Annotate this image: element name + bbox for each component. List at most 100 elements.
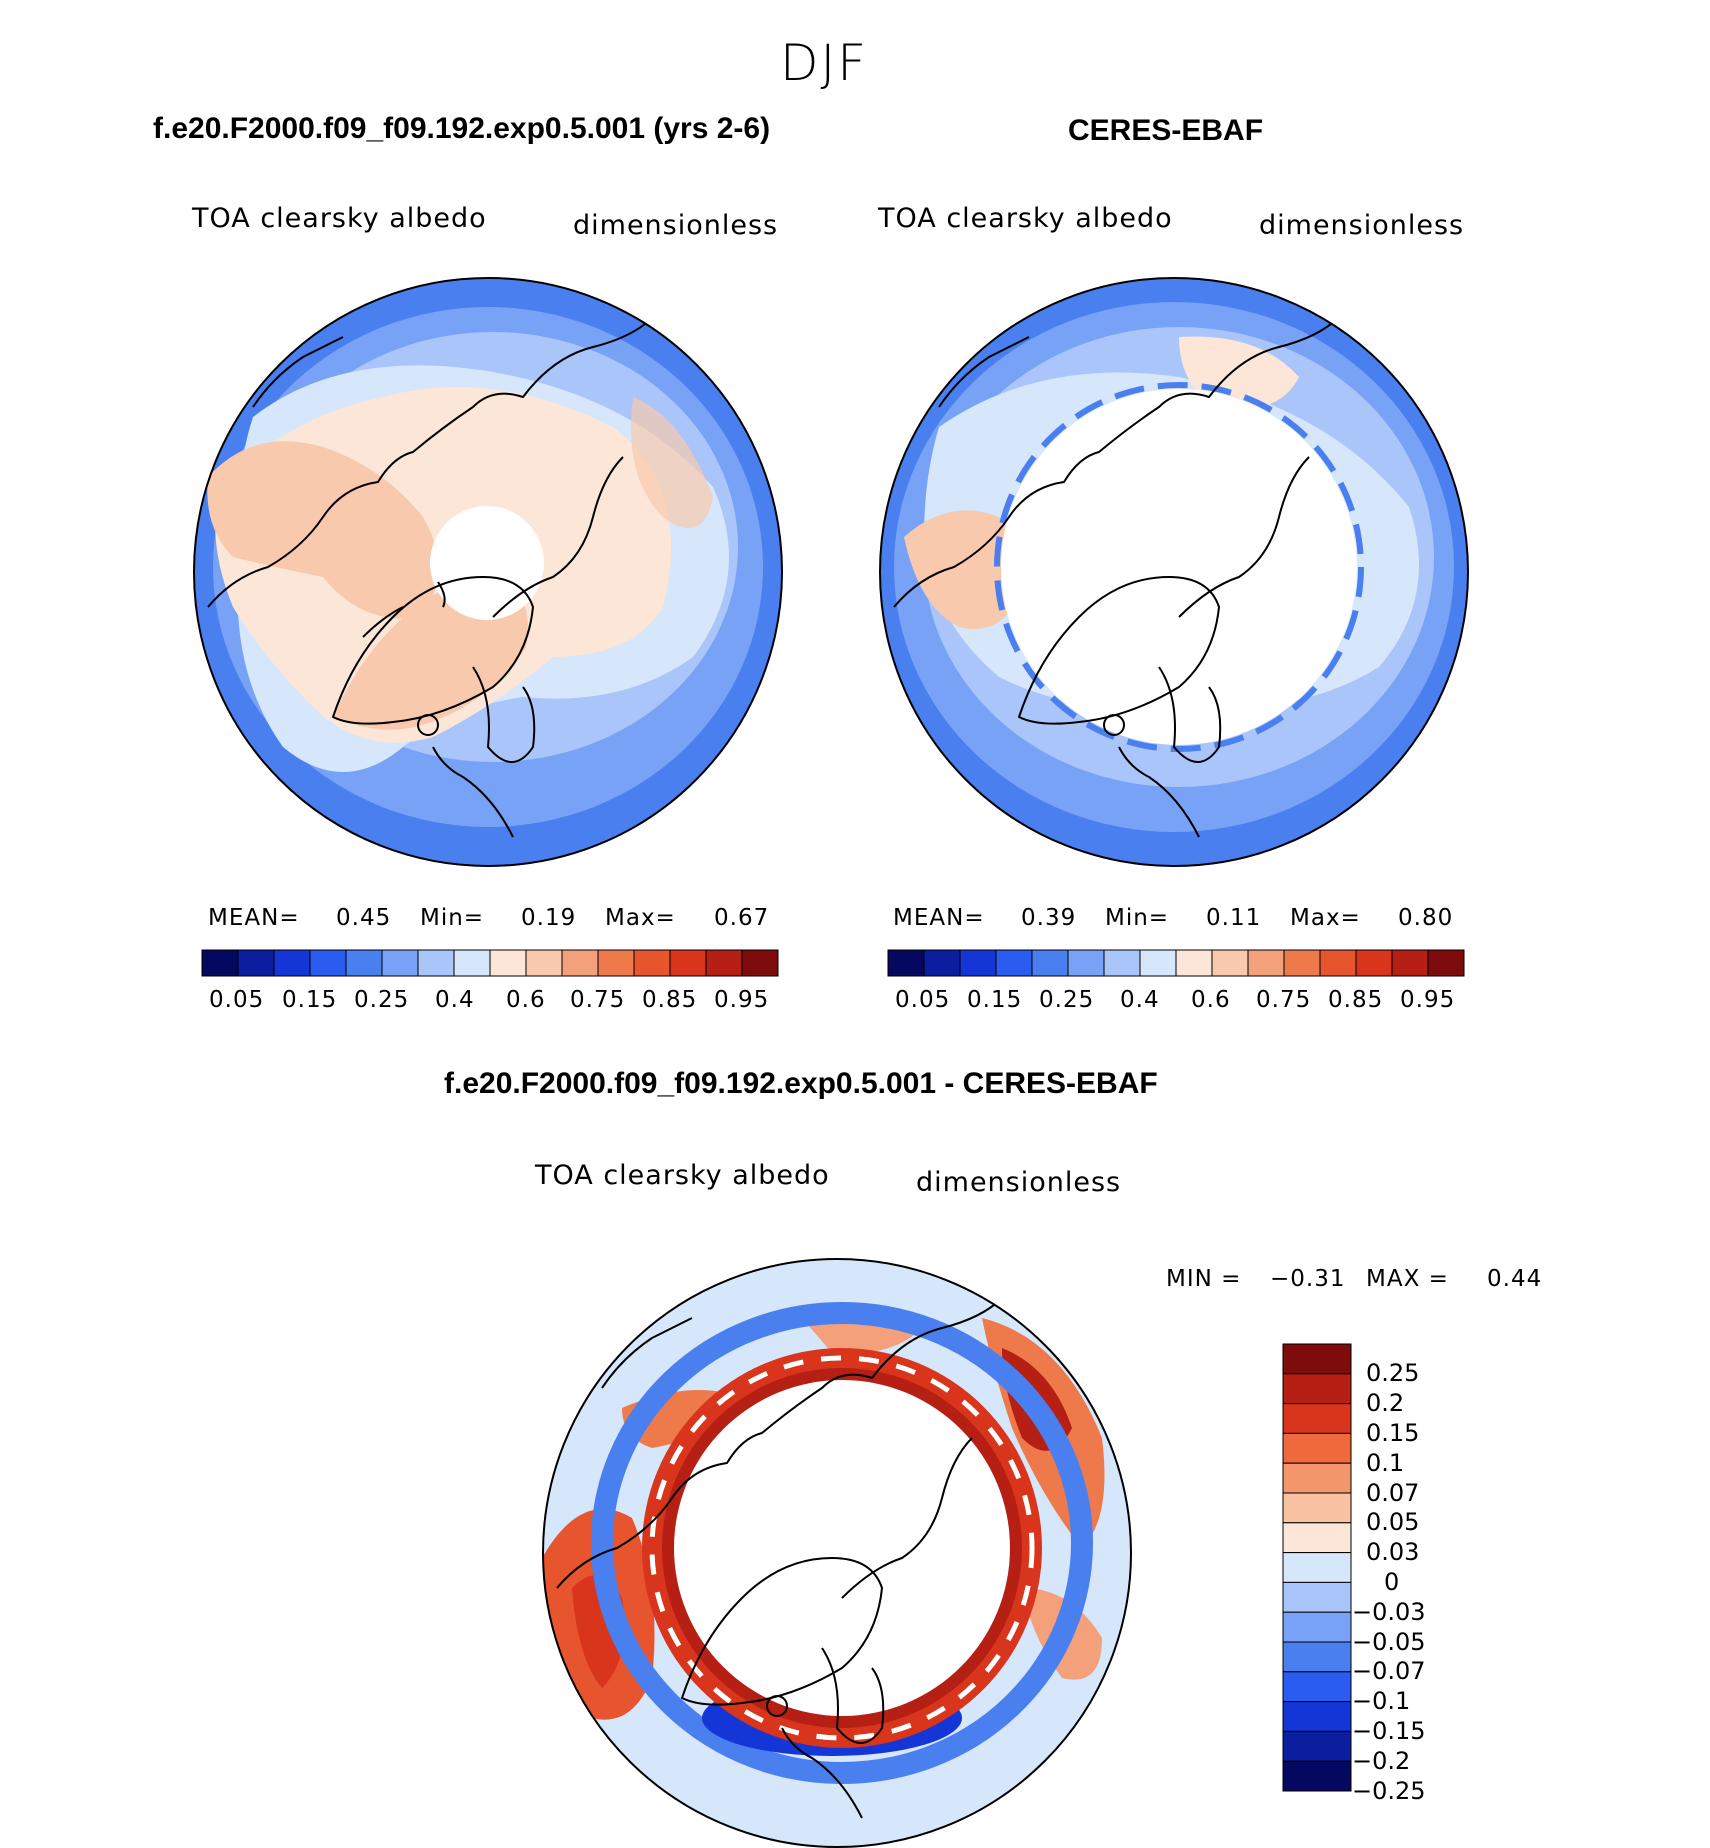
diff-colorbar-tick: 0.2	[1366, 1389, 1405, 1417]
panel2-mean-label: MEAN=	[893, 905, 985, 931]
colorbar-swatch	[1067, 949, 1105, 977]
colorbar-swatch	[1283, 949, 1321, 977]
diff-colorbar-tick: 0.1	[1366, 1449, 1405, 1477]
panel2-mean-value: 0.39	[1021, 905, 1077, 931]
panel2-colorbar-tick: 0.15	[967, 987, 1023, 1013]
panel2-title: CERES-EBAF	[1068, 114, 1264, 147]
colorbar-swatch	[1355, 949, 1393, 977]
panel1-min-label: Min=	[420, 905, 485, 931]
colorbar-swatch	[1247, 949, 1285, 977]
season-title: DJF	[780, 34, 869, 92]
panel1-colorbar-tick: 0.85	[642, 987, 698, 1013]
panel1-mean-label: MEAN=	[208, 905, 300, 931]
colorbar-swatch	[1282, 1581, 1352, 1613]
diff-colorbar-tick: 0.15	[1366, 1419, 1420, 1447]
colorbar-swatch	[1282, 1552, 1352, 1583]
colorbar-swatch	[201, 949, 239, 977]
colorbar-swatch	[923, 949, 961, 977]
colorbar-swatch	[273, 949, 311, 977]
diff-colorbar-tick: 0.05	[1366, 1508, 1420, 1536]
colorbar-swatch	[1319, 949, 1357, 977]
panel1-units-label: dimensionless	[573, 210, 779, 241]
panel2-colorbar-tick: 0.75	[1256, 987, 1312, 1013]
colorbar-swatch	[1175, 949, 1213, 977]
colorbar-swatch	[1282, 1492, 1352, 1524]
colorbar-swatch	[887, 949, 925, 977]
diff-colorbar-tick: −0.1	[1352, 1687, 1411, 1715]
colorbar-swatch	[1282, 1432, 1352, 1464]
panel1-variable-label: TOA clearsky albedo	[192, 203, 487, 234]
diff-variable-label: TOA clearsky albedo	[535, 1160, 830, 1191]
colorbar-swatch	[1282, 1611, 1352, 1643]
diff-colorbar-tick: −0.15	[1352, 1717, 1426, 1745]
panel1-max-label: Max=	[605, 905, 676, 931]
diff-colorbar-tick: −0.07	[1352, 1657, 1426, 1685]
colorbar-swatch	[1103, 949, 1141, 977]
diff-colorbar-tick: 0.07	[1366, 1479, 1420, 1507]
colorbar-swatch	[1139, 949, 1177, 977]
diff-min-value: −0.31	[1270, 1266, 1346, 1292]
panel1-title: f.e20.F2000.f09_f09.192.exp0.5.001 (yrs …	[153, 112, 771, 145]
panel1-colorbar-tick: 0.05	[209, 987, 265, 1013]
colorbar-swatch	[1282, 1403, 1352, 1434]
diff-max-value: 0.44	[1487, 1266, 1543, 1292]
colorbar-swatch	[741, 949, 779, 977]
colorbar-swatch	[489, 949, 527, 977]
colorbar-swatch	[995, 949, 1033, 977]
panel2-colorbar-tick: 0.95	[1400, 987, 1456, 1013]
colorbar-swatch	[705, 949, 743, 977]
diff-colorbar	[1282, 1343, 1352, 1792]
diff-colorbar-tick: −0.25	[1352, 1777, 1426, 1805]
colorbar-swatch	[1282, 1730, 1352, 1762]
colorbar-swatch	[561, 949, 599, 977]
diff-units-label: dimensionless	[916, 1167, 1122, 1198]
panel2-colorbar-tick: 0.25	[1039, 987, 1095, 1013]
colorbar-swatch	[1211, 949, 1249, 977]
colorbar-swatch	[959, 949, 997, 977]
panel1-polar-map	[193, 277, 783, 867]
panel1-colorbar-tick: 0.4	[435, 987, 475, 1013]
panel1-colorbar-tick: 0.25	[354, 987, 410, 1013]
colorbar-swatch	[309, 949, 347, 977]
panel2-variable-label: TOA clearsky albedo	[878, 203, 1173, 234]
panel1-colorbar-tick: 0.95	[714, 987, 770, 1013]
colorbar-swatch	[1391, 949, 1429, 977]
colorbar-swatch	[1282, 1343, 1352, 1375]
diff-min-label: MIN =	[1166, 1266, 1242, 1292]
panel1-max-value: 0.67	[714, 905, 770, 931]
panel2-units-label: dimensionless	[1259, 210, 1465, 241]
panel2-colorbar-tick: 0.6	[1191, 987, 1231, 1013]
colorbar-swatch	[1282, 1701, 1352, 1732]
diff-colorbar-tick: −0.05	[1352, 1628, 1426, 1656]
diff-colorbar-tick: −0.03	[1352, 1598, 1426, 1626]
panel1-colorbar-tick: 0.15	[282, 987, 338, 1013]
colorbar-swatch	[1031, 949, 1069, 977]
panel2-colorbar-tick: 0.4	[1120, 987, 1160, 1013]
panel2-colorbar-tick: 0.05	[895, 987, 951, 1013]
panel1-min-value: 0.19	[521, 905, 577, 931]
colorbar-swatch	[1282, 1641, 1352, 1673]
colorbar-swatch	[453, 949, 491, 977]
panel1-colorbar	[201, 949, 779, 977]
colorbar-swatch	[597, 949, 635, 977]
colorbar-swatch	[345, 949, 383, 977]
panel2-max-value: 0.80	[1398, 905, 1454, 931]
diff-colorbar-tick: −0.2	[1352, 1747, 1411, 1775]
colorbar-swatch	[1282, 1522, 1352, 1554]
colorbar-swatch	[1427, 949, 1465, 977]
colorbar-swatch	[381, 949, 419, 977]
colorbar-swatch	[1282, 1373, 1352, 1405]
colorbar-swatch	[237, 949, 275, 977]
colorbar-swatch	[1282, 1760, 1352, 1792]
panel2-colorbar	[887, 949, 1465, 977]
panel2-max-label: Max=	[1290, 905, 1361, 931]
colorbar-swatch	[633, 949, 671, 977]
panel1-colorbar-tick: 0.75	[570, 987, 626, 1013]
diff-colorbar-tick: 0	[1384, 1568, 1400, 1596]
colorbar-swatch	[1282, 1671, 1352, 1703]
colorbar-swatch	[1282, 1462, 1352, 1494]
colorbar-swatch	[417, 949, 455, 977]
panel1-colorbar-tick: 0.6	[506, 987, 546, 1013]
diff-title: f.e20.F2000.f09_f09.192.exp0.5.001 - CER…	[444, 1067, 1158, 1100]
diff-colorbar-tick: 0.25	[1366, 1359, 1420, 1387]
